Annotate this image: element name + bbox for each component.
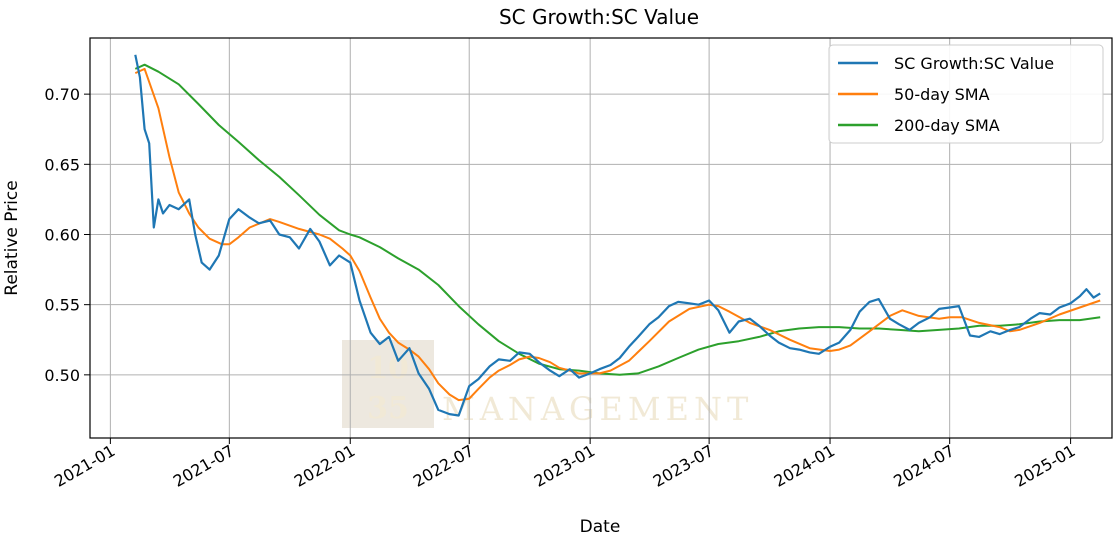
series-line-0 bbox=[134, 54, 1101, 417]
x-tick-label: 2022-07 bbox=[410, 441, 477, 491]
y-tick-label: 0.65 bbox=[44, 155, 80, 174]
x-tick-label: 2023-07 bbox=[650, 441, 717, 491]
x-tick-label: 2024-01 bbox=[771, 441, 838, 491]
y-tick-label: 0.50 bbox=[44, 366, 80, 385]
watermark-logo-box bbox=[342, 340, 434, 428]
x-axis-title: Date bbox=[580, 517, 621, 536]
legend-label: 200-day SMA bbox=[894, 116, 1000, 135]
x-tick-label: 2022-01 bbox=[291, 441, 358, 491]
plot-frame bbox=[89, 37, 1113, 439]
legend-label: SC Growth:SC Value bbox=[894, 54, 1054, 73]
y-tick-label: 0.55 bbox=[44, 296, 80, 315]
series-layer bbox=[134, 54, 1101, 417]
gridlines bbox=[90, 38, 1112, 438]
watermark-word: MANAGEMENT bbox=[442, 390, 753, 428]
y-tick-label: 0.70 bbox=[44, 85, 80, 104]
y-axis: 0.50 0.55 0.60 0.65 0.70 bbox=[44, 85, 90, 385]
x-tick-label: 2021-01 bbox=[51, 441, 118, 491]
legend: SC Growth:SC Value 50-day SMA 200-day SMA bbox=[828, 44, 1104, 144]
x-tick-label: 2025-01 bbox=[1011, 441, 1078, 491]
chart-title: SC Growth:SC Value bbox=[499, 5, 699, 29]
x-tick-label: 2023-01 bbox=[531, 441, 598, 491]
y-tick-label: 0.60 bbox=[44, 225, 80, 244]
x-tick-label: 2021-07 bbox=[170, 441, 237, 491]
x-axis: 2021-01 2021-07 2022-01 2022-07 2023-01 2023-… bbox=[51, 438, 1079, 491]
x-tick-label: 2024-07 bbox=[890, 441, 957, 491]
legend-label: 50-day SMA bbox=[894, 85, 990, 104]
y-axis-title: Relative Price bbox=[2, 180, 22, 295]
legend-box bbox=[828, 44, 1104, 144]
watermark-logo-bottom: 35 bbox=[367, 391, 409, 426]
